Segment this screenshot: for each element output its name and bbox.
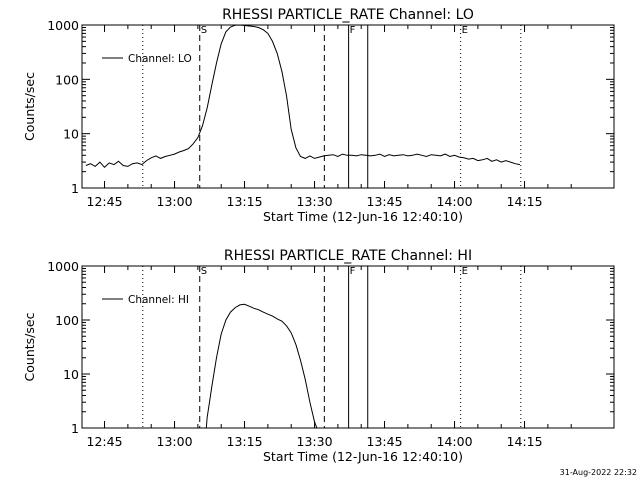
- lo-ytick-label: 100: [55, 72, 79, 87]
- lo-plot-frame: [81, 24, 615, 189]
- hi-ytick-label: 1: [71, 421, 79, 436]
- hi-ytick-label: 1000: [47, 259, 79, 274]
- lo-legend-label: Channel: LO: [128, 53, 192, 65]
- lo-xtick-label: 14:00: [437, 194, 473, 209]
- hi-chart-title: RHESSI PARTICLE_RATE Channel: HI: [224, 248, 472, 264]
- hi-xtick-label: 13:45: [367, 434, 403, 449]
- hi-xtick-label: 13:30: [297, 434, 333, 449]
- hi-legend-label: Channel: HI: [128, 294, 189, 306]
- lo-xtick-label: 12:45: [87, 194, 123, 209]
- lo-ytick-label: 10: [63, 127, 79, 142]
- lo-event-marker-s: S: [201, 25, 207, 36]
- hi-xtick-label: 14:15: [507, 434, 543, 449]
- timestamp-label: 31-Aug-2022 22:32: [560, 468, 637, 477]
- lo-chart-title: RHESSI PARTICLE_RATE Channel: LO: [222, 7, 474, 23]
- lo-xtick-label: 13:15: [227, 194, 263, 209]
- hi-xtick-label: 13:00: [157, 434, 193, 449]
- hi-event-marker-e: E: [462, 266, 468, 277]
- lo-event-marker-e: E: [462, 25, 468, 36]
- hi-y-axis-label: Counts/sec: [22, 312, 37, 381]
- hi-xtick-label: 13:15: [227, 434, 263, 449]
- hi-plot-frame: [81, 265, 615, 429]
- lo-xtick-label: 13:45: [367, 194, 403, 209]
- lo-series-line: [85, 24, 520, 169]
- lo-ytick-label: 1: [71, 181, 79, 196]
- hi-ytick-label: 10: [63, 367, 79, 382]
- hi-x-axis-label: Start Time (12-Jun-16 12:40:10): [263, 449, 463, 464]
- lo-event-marker-f: F: [350, 25, 356, 36]
- hi-series-line: [205, 303, 318, 429]
- hi-xtick-label: 14:00: [437, 434, 473, 449]
- hi-event-marker-s: S: [201, 266, 207, 277]
- hi-ytick-label: 100: [55, 313, 79, 328]
- lo-xtick-label: 13:30: [297, 194, 333, 209]
- lo-xtick-label: 13:00: [157, 194, 193, 209]
- lo-ytick-label: 1000: [47, 18, 79, 33]
- lo-xtick-label: 14:15: [507, 194, 543, 209]
- lo-y-axis-label: Counts/sec: [22, 72, 37, 141]
- hi-xtick-label: 12:45: [87, 434, 123, 449]
- lo-x-axis-label: Start Time (12-Jun-16 12:40:10): [263, 209, 463, 224]
- hi-event-marker-f: F: [350, 266, 356, 277]
